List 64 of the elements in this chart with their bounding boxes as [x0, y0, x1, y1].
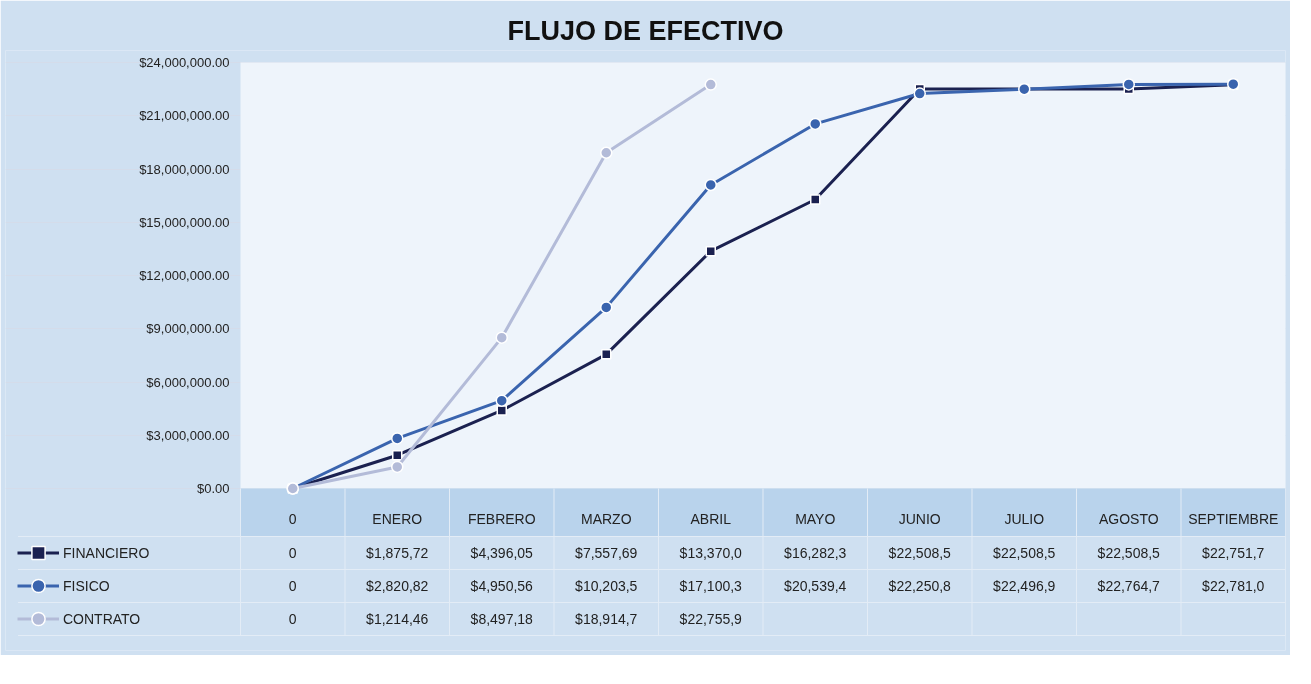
data-label: $20,539,4 [784, 578, 847, 594]
data-label: $22,781,0 [1202, 578, 1265, 594]
data-label: $22,250,8 [888, 578, 952, 594]
legend-label: FINANCIERO [63, 543, 150, 563]
x-tick-label: FEBRERO [467, 510, 536, 527]
data-label: $22,764,7 [1097, 578, 1161, 594]
point [913, 87, 926, 100]
point [600, 301, 613, 314]
point [810, 194, 821, 205]
x-tick-label: ENERO [372, 510, 423, 527]
y-tick-label: $24,000,000.00 [139, 55, 230, 70]
data-label: 0 [288, 545, 297, 561]
x-tick-label: SEPTIEMBRE [1188, 510, 1279, 527]
point [601, 349, 612, 360]
data-label: 0 [288, 578, 297, 594]
point [495, 394, 508, 407]
point [496, 405, 507, 416]
data-label: $22,496,9 [993, 578, 1056, 594]
data-label: $22,751,7 [1202, 545, 1265, 561]
y-tick-label: $3,000,000.00 [146, 427, 230, 443]
point [392, 449, 403, 461]
data-label: $10,203,5 [575, 578, 638, 594]
x-tick-label: MARZO [580, 510, 632, 527]
point [705, 245, 716, 257]
data-label: $16,282,3 [784, 545, 847, 561]
data-label: 0 [288, 611, 297, 627]
x-tick-label: JUNIO [898, 510, 941, 527]
x-tick-label: JULIO [1004, 510, 1045, 527]
data-label: $8,497,18 [470, 611, 534, 627]
y-tick-label: $9,000,000.00 [146, 321, 230, 337]
point [495, 331, 508, 344]
point [391, 432, 404, 445]
point [1122, 78, 1135, 91]
y-tick-label: $12,000,000.00 [139, 268, 230, 283]
data-label: $1,214,46 [366, 611, 429, 627]
x-tick-label: MAYO [795, 510, 836, 527]
x-tick-label: ABRIL [690, 510, 732, 527]
y-tick-label: $21,000,000.00 [139, 108, 230, 124]
y-tick-label: $0.00 [196, 481, 230, 496]
data-label: $4,396,05 [470, 545, 534, 561]
x-tick-label: AGOSTO [1098, 510, 1159, 527]
data-label: $22,755,9 [679, 611, 743, 627]
point [391, 460, 404, 474]
point [704, 78, 717, 91]
data-label: $22,508,5 [888, 545, 952, 561]
y-tick-label: $15,000,000.00 [139, 214, 230, 230]
data-label: $17,100,3 [679, 578, 743, 594]
data-label: $7,557,69 [575, 545, 638, 561]
point [600, 146, 613, 159]
chart-title: FLUJO DE EFECTIVO [507, 15, 784, 46]
y-tick-label: $18,000,000.00 [139, 161, 230, 177]
legend-label: FISICO [63, 576, 110, 596]
data-label: $22,508,5 [1097, 545, 1161, 561]
data-label: $2,820,82 [366, 578, 429, 594]
point [704, 178, 717, 192]
legend-label: CONTRATO [63, 609, 141, 629]
data-label: $13,370,0 [679, 545, 743, 561]
data-label: $22,508,5 [993, 545, 1056, 561]
data-label: $18,914,7 [575, 611, 638, 627]
x-tick-label: 0 [288, 510, 297, 527]
point [809, 117, 822, 131]
y-tick-label: $6,000,000.00 [146, 374, 230, 390]
data-label: $1,875,72 [366, 545, 429, 561]
data-label: $4,950,56 [470, 578, 534, 594]
